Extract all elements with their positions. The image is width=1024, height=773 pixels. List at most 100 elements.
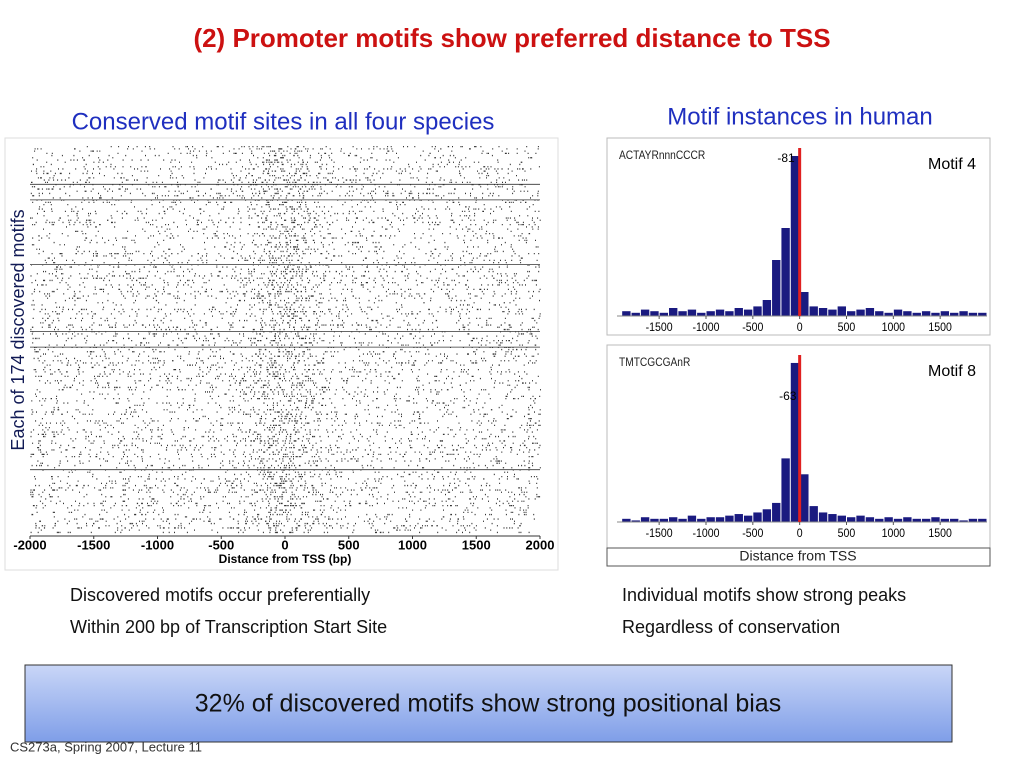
x-tick-label: -2000 xyxy=(13,537,46,552)
bar xyxy=(978,518,987,522)
bar xyxy=(622,518,631,522)
bar xyxy=(659,312,669,316)
bar xyxy=(622,311,631,316)
bar xyxy=(893,518,903,522)
bar xyxy=(725,311,734,316)
footer: CS273a, Spring 2007, Lecture 11 xyxy=(10,739,202,754)
x-tick-label: -1500 xyxy=(646,322,673,335)
bar xyxy=(846,517,856,522)
x-tick-label: 2000 xyxy=(526,537,555,552)
x-tick-label: 0 xyxy=(797,528,803,541)
bar xyxy=(846,311,856,316)
bar xyxy=(921,518,931,522)
bar xyxy=(659,518,669,522)
bar xyxy=(931,517,940,522)
banner: 32% of discovered motifs show strong pos… xyxy=(195,690,781,718)
bar xyxy=(781,228,790,316)
bar xyxy=(631,520,640,522)
bar xyxy=(725,515,734,522)
x-tick-label: 1500 xyxy=(462,537,491,552)
bar xyxy=(912,518,921,522)
bar xyxy=(772,502,781,522)
bar xyxy=(912,312,921,316)
right-xlabel: Distance from TSS xyxy=(739,548,856,564)
bar xyxy=(959,520,968,522)
x-tick-label: 0 xyxy=(797,322,803,335)
bar xyxy=(884,517,893,522)
left-panel xyxy=(4,137,559,571)
bar xyxy=(828,514,837,522)
x-tick-label: 1000 xyxy=(398,537,427,552)
bar xyxy=(856,515,865,522)
motif-label: Motif 8 xyxy=(928,363,976,380)
x-tick-label: 1000 xyxy=(882,528,905,541)
bar xyxy=(828,309,837,316)
bar xyxy=(678,311,687,316)
bar xyxy=(669,308,678,316)
bar xyxy=(734,308,743,316)
bar xyxy=(715,309,725,316)
bar xyxy=(978,312,987,316)
bar xyxy=(875,311,884,316)
peak-label: -81 xyxy=(777,151,795,165)
bar xyxy=(650,311,659,316)
bar xyxy=(818,512,828,522)
x-tick-label: 1500 xyxy=(928,322,951,335)
peak-label: -63 xyxy=(779,389,797,403)
bar xyxy=(968,518,978,522)
bar xyxy=(865,517,875,522)
x-tick-label: 0 xyxy=(281,537,288,552)
x-tick-label: -500 xyxy=(742,322,763,335)
bar xyxy=(818,308,828,316)
slide-title: (2) Promoter motifs show preferred dista… xyxy=(193,23,830,53)
bar xyxy=(790,362,800,522)
x-tick-label: -1500 xyxy=(77,537,110,552)
bar xyxy=(790,156,800,316)
bar xyxy=(968,312,978,316)
bar xyxy=(781,458,790,522)
bar xyxy=(743,515,753,522)
bar xyxy=(697,312,706,316)
bar xyxy=(809,506,818,522)
bar xyxy=(837,515,846,522)
bar xyxy=(753,306,762,316)
x-tick-label: -1000 xyxy=(692,322,719,335)
bar xyxy=(687,309,697,316)
bar xyxy=(950,518,959,522)
bar xyxy=(640,517,650,522)
motif-label: Motif 4 xyxy=(928,156,976,173)
bar xyxy=(903,517,912,522)
bar xyxy=(753,512,762,522)
x-tick-label: 500 xyxy=(838,528,856,541)
x-tick-label: 500 xyxy=(838,322,856,335)
x-tick-label: -1000 xyxy=(692,528,719,541)
y-axis-label: Each of 174 discovered motifs xyxy=(8,209,28,450)
x-tick-label: -500 xyxy=(208,537,234,552)
note: Regardless of conservation xyxy=(622,617,840,637)
bar xyxy=(772,260,781,316)
bar xyxy=(959,311,968,316)
bar xyxy=(715,517,725,522)
bar xyxy=(950,312,959,316)
bar xyxy=(669,517,678,522)
bar xyxy=(687,515,697,522)
bar xyxy=(940,311,950,316)
xlabel-box xyxy=(606,547,991,567)
raster-dots xyxy=(30,146,541,534)
bar xyxy=(903,311,912,316)
bar xyxy=(650,518,659,522)
bar xyxy=(940,518,950,522)
note: Within 200 bp of Transcription Start Sit… xyxy=(70,617,387,637)
x-tick-label: -1000 xyxy=(141,537,174,552)
bar xyxy=(678,518,687,522)
bar xyxy=(856,309,865,316)
bar xyxy=(800,292,809,316)
bar xyxy=(875,518,884,522)
bar xyxy=(837,306,846,316)
bar xyxy=(893,309,903,316)
bar xyxy=(884,312,893,316)
x-tick-label: 500 xyxy=(338,537,360,552)
x-tick-label: -500 xyxy=(742,528,763,541)
bar xyxy=(931,312,940,316)
